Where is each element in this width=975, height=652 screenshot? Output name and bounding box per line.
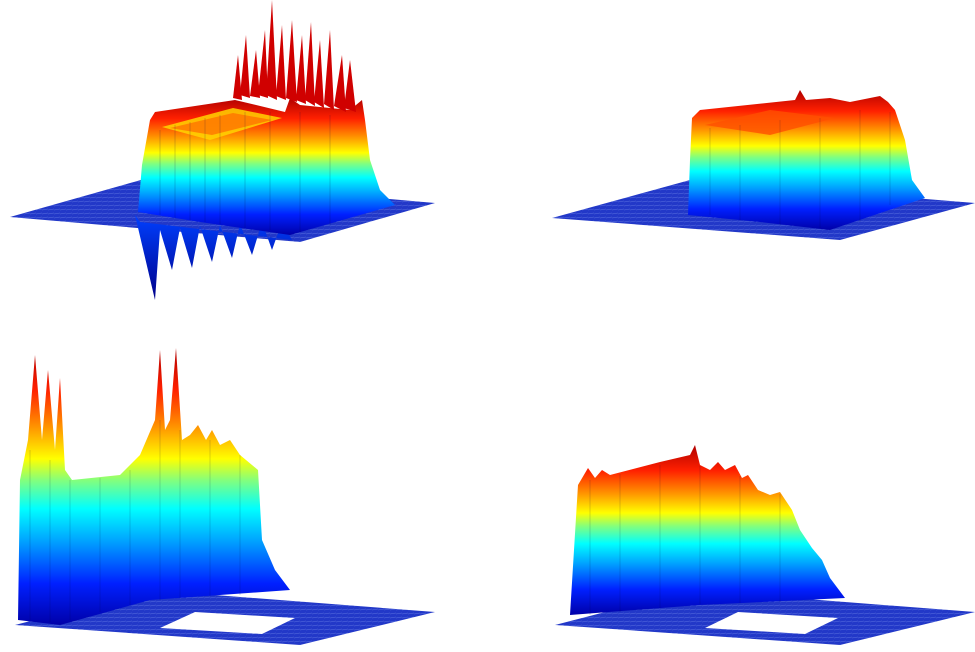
- downward-spikes: [135, 215, 292, 300]
- panel-bottom-right: [555, 445, 975, 645]
- inner-box-rim: [705, 110, 835, 135]
- floor-hole: [705, 612, 838, 634]
- panel-bottom-left: [15, 348, 435, 645]
- panel-top-right: [552, 90, 975, 240]
- surface-body: [688, 90, 925, 230]
- surface-body: [570, 445, 845, 615]
- surface-body: [18, 348, 290, 625]
- upward-spikes: [233, 0, 356, 112]
- floor-hole: [160, 612, 295, 634]
- panel-top-left: [10, 0, 435, 300]
